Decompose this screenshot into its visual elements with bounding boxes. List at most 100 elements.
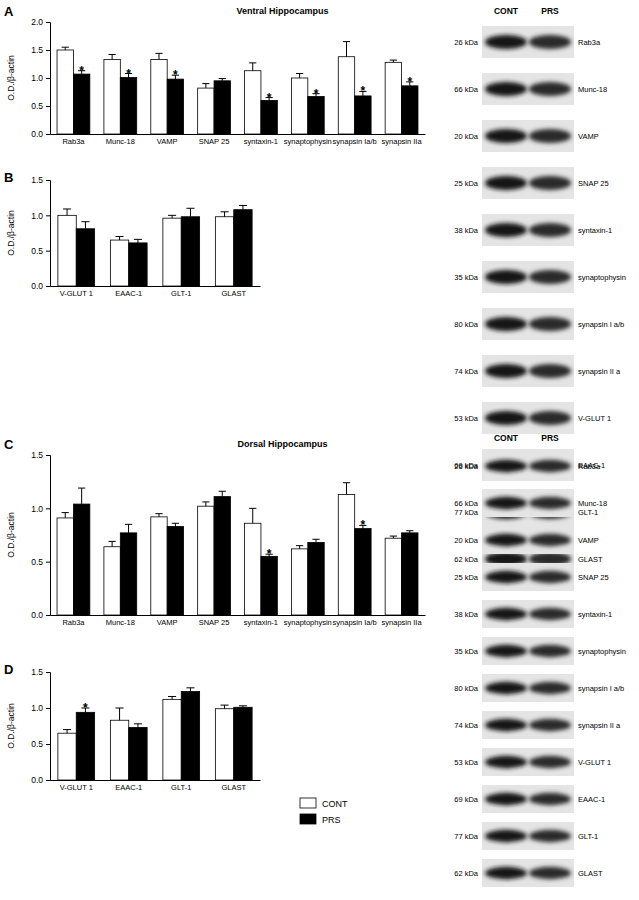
y-tick: 0.0 — [31, 775, 50, 785]
x-tick: VAMP — [157, 615, 178, 627]
bar — [110, 240, 128, 286]
blot-band — [485, 830, 527, 842]
blot-protein: SNAP 25 — [578, 573, 609, 582]
bar — [385, 62, 401, 134]
error-cap — [134, 239, 142, 240]
blot-protein: Rab3a — [578, 38, 601, 47]
blot-protein: V-GLUT 1 — [578, 758, 611, 767]
y-axis-title: O.D./β-actin — [6, 55, 16, 101]
bar — [181, 217, 199, 286]
y-tick-mark — [46, 286, 50, 287]
significance-marker: * — [361, 84, 366, 98]
error-bar — [252, 63, 253, 71]
bar — [129, 727, 147, 780]
plot-marks — [57, 42, 418, 134]
error-cap — [78, 488, 85, 489]
blot-band — [529, 223, 571, 237]
blot-band — [529, 867, 571, 879]
blot-band — [529, 756, 571, 768]
plot-marks — [58, 205, 252, 286]
x-tick: Rab3a — [62, 615, 85, 627]
blot-background — [482, 120, 574, 152]
y-tick-mark — [46, 106, 50, 107]
error-cap — [406, 530, 413, 531]
error-bar — [158, 53, 159, 59]
blot-kda: 77 kDa — [454, 508, 479, 517]
y-axis-line — [46, 456, 51, 616]
y-tick: 1.5 — [31, 175, 50, 185]
error-cap — [125, 524, 132, 525]
error-cap — [155, 53, 162, 54]
y-tick-mark — [46, 780, 50, 781]
panel-letter: C — [4, 437, 14, 452]
blot-band — [529, 176, 571, 190]
blot-band — [485, 82, 527, 96]
bar — [308, 542, 324, 615]
x-tick-label: synapsin Ia/b — [333, 137, 377, 146]
blot-band — [529, 317, 571, 331]
x-tick: syntaxin-1 — [244, 615, 278, 627]
blot-protein: V-GLUT 1 — [578, 414, 611, 423]
error-cap — [249, 508, 256, 509]
x-tick-label: GLAST — [221, 783, 246, 792]
y-tick-mark — [46, 50, 50, 51]
blot-band — [485, 867, 527, 879]
error-bar — [190, 208, 191, 216]
significance-marker: * — [173, 68, 178, 82]
error-bar — [137, 239, 138, 243]
y-tick-label: 1.5 — [31, 450, 43, 460]
bar — [104, 547, 120, 615]
x-tick: syntaxin-1 — [244, 134, 278, 146]
bar — [120, 533, 136, 615]
blot-band — [529, 82, 571, 96]
error-cap — [219, 78, 226, 79]
y-tick-label: 1.5 — [31, 667, 43, 677]
error-cap — [202, 83, 209, 84]
y-tick: 0.5 — [31, 101, 50, 111]
blot-band — [485, 645, 527, 657]
bar — [261, 556, 277, 615]
blot-protein: synaptophysin — [578, 647, 626, 656]
blot-header: PRS — [541, 6, 559, 16]
x-tick-label: VAMP — [157, 618, 178, 627]
error-bar — [224, 705, 225, 709]
x-tick: GLT-1 — [171, 286, 191, 298]
y-tick: 0.0 — [31, 610, 50, 620]
x-axis: Rab3aMunc-18VAMPSNAP 25syntaxin-1synapto… — [51, 134, 426, 146]
y-axis-title: O.D./β-actin — [6, 703, 16, 749]
y-tick-label: 0.0 — [31, 129, 43, 139]
x-tick-label: Rab3a — [62, 618, 85, 627]
bar — [163, 218, 181, 286]
y-axis-line — [46, 673, 51, 781]
error-bar — [252, 508, 253, 523]
error-bar — [65, 513, 66, 518]
blot-background — [482, 711, 574, 739]
error-cap — [168, 215, 176, 216]
blot-header: CONT — [494, 6, 519, 16]
bar — [120, 77, 136, 134]
blot-kda: 80 kDa — [454, 684, 479, 693]
blot-protein: synapsin II a — [578, 721, 621, 730]
error-bar — [128, 524, 129, 533]
y-axis-title: O.D./β-actin — [6, 512, 16, 558]
legend-swatch — [300, 814, 316, 824]
blot-band — [529, 571, 571, 583]
x-tick: GLT-1 — [171, 780, 191, 792]
x-tick: V-GLUT 1 — [60, 286, 93, 298]
x-tick: GLAST — [221, 780, 246, 792]
error-cap — [390, 536, 397, 537]
legend-label: PRS — [322, 815, 341, 825]
blot-band — [485, 793, 527, 805]
error-bar — [224, 212, 225, 217]
error-bar — [119, 237, 120, 241]
x-tick-label: SNAP 25 — [199, 137, 230, 146]
blot-background — [482, 748, 574, 776]
bar — [73, 74, 89, 134]
error-cap — [343, 482, 350, 483]
bar — [76, 229, 94, 286]
bar — [110, 720, 128, 780]
bar — [291, 549, 307, 615]
error-bar — [242, 205, 243, 209]
blot-background — [482, 859, 574, 887]
x-tick: SNAP 25 — [199, 134, 230, 146]
